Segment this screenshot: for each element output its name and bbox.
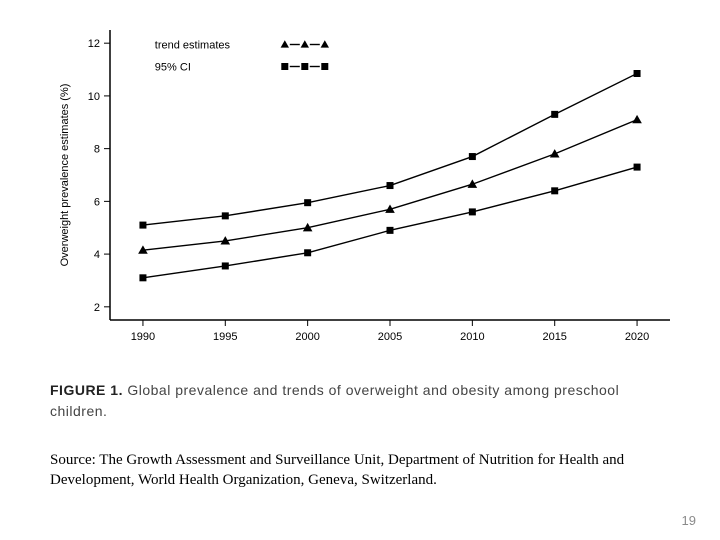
chart-container: 2 4 6 8 10 12 Overweight prevalence estimates … xyxy=(40,20,680,370)
page-number: 19 xyxy=(682,513,696,528)
figure-label: FIGURE 1. xyxy=(50,382,123,398)
svg-text:2010: 2010 xyxy=(460,331,484,343)
svg-text:trend estimates: trend estimates xyxy=(155,40,231,52)
source-text: Source: The Growth Assessment and Survei… xyxy=(50,450,670,491)
svg-text:2005: 2005 xyxy=(378,331,402,343)
svg-text:6: 6 xyxy=(94,196,100,208)
figure-caption: FIGURE 1. Global prevalence and trends o… xyxy=(50,380,670,422)
page: 2 4 6 8 10 12 Overweight prevalence estimates … xyxy=(0,0,720,540)
svg-text:2: 2 xyxy=(94,302,100,314)
svg-text:1990: 1990 xyxy=(131,331,155,343)
prevalence-line-chart: 2 4 6 8 10 12 Overweight prevalence estimates … xyxy=(40,20,680,370)
svg-text:95% CI: 95% CI xyxy=(155,62,191,74)
svg-text:1995: 1995 xyxy=(213,331,237,343)
svg-text:10: 10 xyxy=(88,91,100,103)
svg-text:4: 4 xyxy=(94,249,100,261)
svg-text:8: 8 xyxy=(94,144,100,156)
svg-text:2020: 2020 xyxy=(625,331,649,343)
svg-text:Overweight prevalence estimate: Overweight prevalence estimates (%) xyxy=(59,84,71,267)
figure-caption-text: Global prevalence and trends of overweig… xyxy=(50,382,619,419)
svg-text:2015: 2015 xyxy=(542,331,566,343)
svg-text:12: 12 xyxy=(88,38,100,50)
svg-text:2000: 2000 xyxy=(295,331,319,343)
